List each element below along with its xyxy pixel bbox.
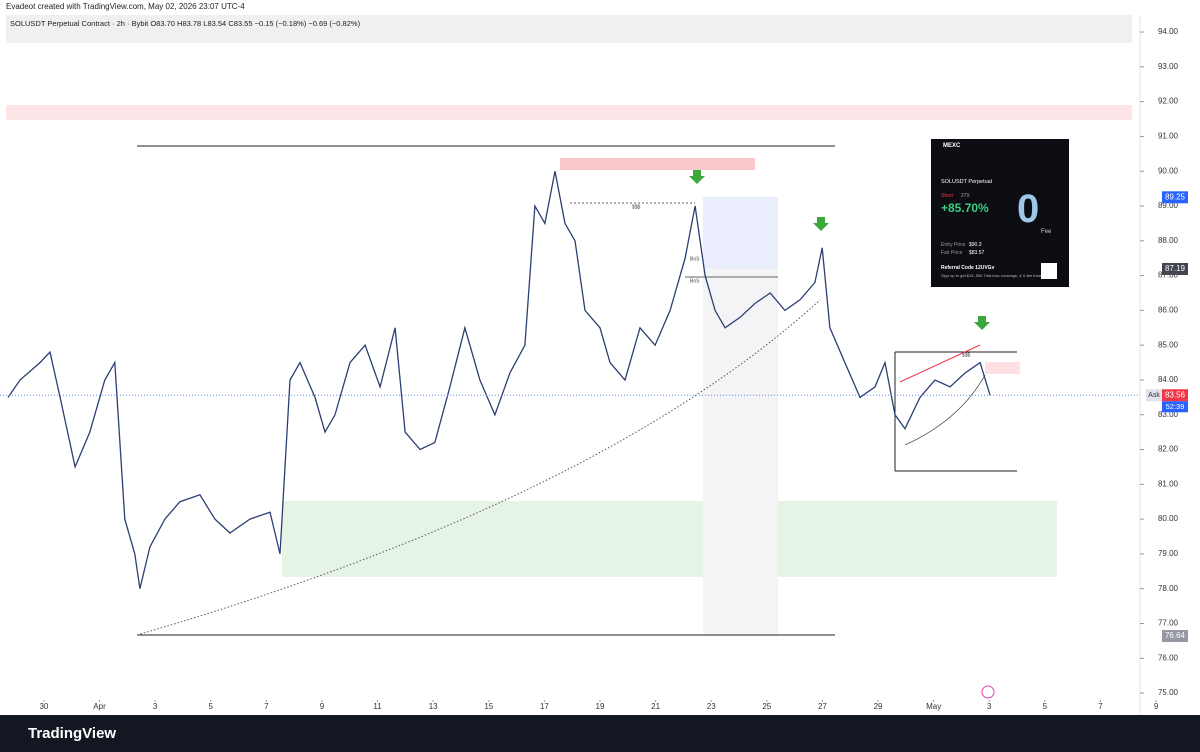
fair-label: Fair Price — [941, 250, 963, 256]
supply-zone — [560, 158, 755, 170]
price-line — [7, 171, 991, 589]
annotation: $$$ — [962, 352, 971, 358]
brand: MEXC — [943, 143, 961, 149]
x-tick-label: 3 — [987, 702, 992, 711]
y-tick-label: 91.00 — [1158, 132, 1179, 141]
x-tick-label: 7 — [1098, 702, 1103, 711]
y-tick-label: 77.00 — [1158, 619, 1179, 628]
legend-bg — [6, 15, 1132, 43]
price-tag-label: 89.25 — [1165, 192, 1186, 201]
x-tick-label: 7 — [264, 702, 269, 711]
y-tick-label: 88.00 — [1158, 236, 1179, 245]
price-tag-label: 87.19 — [1165, 264, 1186, 273]
fee: Fee — [1041, 229, 1052, 235]
x-tick-label: 5 — [209, 702, 214, 711]
header: Evadeot created with TradingView.com, Ma… — [6, 2, 245, 11]
arrows — [689, 170, 990, 330]
price-tag — [1162, 191, 1188, 204]
price-tag-label: 76.64 — [1165, 631, 1186, 640]
x-tick-label: 21 — [651, 702, 660, 711]
y-tick-label: 78.00 — [1158, 584, 1179, 593]
last-price-label: 83.56 — [1165, 390, 1186, 399]
fair: $83.57 — [969, 250, 985, 256]
annotation: BoS — [690, 256, 700, 262]
side-label: Ask — [1148, 392, 1160, 399]
target-zone — [703, 197, 778, 269]
y-tick-label: 83.00 — [1158, 410, 1179, 419]
annotation: BoS — [690, 278, 700, 284]
curve — [136, 299, 821, 636]
y-tick-label: 86.00 — [1158, 305, 1179, 314]
qr — [1041, 263, 1057, 279]
curve-small — [904, 374, 986, 446]
y-tick-label: 94.00 — [1158, 27, 1179, 36]
big-zero: 0 — [1017, 187, 1040, 231]
x-tick-label: 23 — [707, 702, 716, 711]
resistance-zone — [6, 105, 1132, 120]
x-tick-label: 3 — [153, 702, 158, 711]
y-tick-label: 87.00 — [1158, 271, 1179, 280]
x-tick-label: 17 — [540, 702, 549, 711]
logo: TradingView — [28, 725, 117, 742]
x-tick-label: 29 — [874, 702, 883, 711]
y-tick-label: 79.00 — [1158, 549, 1179, 558]
stop-zone — [703, 269, 778, 635]
y-tick-label: 82.00 — [1158, 445, 1179, 454]
entry: $90.3 — [969, 242, 982, 248]
x-tick-label: 25 — [762, 702, 771, 711]
promo-card: MEXC SOLUSDT Perpetual Short 27X +85.70%… — [931, 139, 1069, 287]
icon — [981, 685, 995, 699]
x-tick-label: 9 — [320, 702, 325, 711]
footer: TradingView — [0, 715, 1200, 752]
x-tick-label: 27 — [818, 702, 827, 711]
x-tick-label: 19 — [596, 702, 605, 711]
price-tag — [1162, 262, 1188, 275]
x-tick-label: 15 — [484, 702, 493, 711]
y-tick-label: 80.00 — [1158, 514, 1179, 523]
referral: Referral Code 12UVGv — [941, 265, 995, 271]
countdown-tag — [1162, 401, 1188, 413]
y-tick-label: 76.00 — [1158, 653, 1179, 662]
last-price-tag — [1162, 389, 1188, 402]
y-tick-label: 89.00 — [1158, 201, 1179, 210]
annotation: $$$ — [632, 204, 641, 210]
y-tick-label: 93.00 — [1158, 62, 1179, 71]
demand-zone — [282, 501, 1057, 577]
y-tick-label: 81.00 — [1158, 479, 1179, 488]
y-tick-label: 84.00 — [1158, 375, 1179, 384]
y-tick-label: 75.00 — [1158, 688, 1179, 697]
pair: SOLUSDT Perpetual — [941, 179, 992, 185]
x-tick-label: 5 — [1043, 702, 1048, 711]
y-tick-label: 92.00 — [1158, 97, 1179, 106]
countdown-label: 52:39 — [1166, 402, 1185, 411]
x-tick-label: Apr — [93, 702, 106, 711]
side-tag — [1146, 389, 1162, 402]
side: Short — [941, 193, 953, 199]
price-tag — [1162, 630, 1188, 643]
x-tick-label: 11 — [373, 702, 382, 711]
pnl: +85.70% — [941, 201, 989, 215]
promo: Sign up to get $15, 550 Trial-loss cover… — [941, 273, 1046, 278]
x-tick-label: 9 — [1154, 702, 1159, 711]
x-tick-label: May — [926, 702, 941, 711]
y-tick-label: 85.00 — [1158, 340, 1179, 349]
y-tick-label: 90.00 — [1158, 166, 1179, 175]
trend-line — [899, 344, 981, 383]
legend: SOLUSDT Perpetual Contract · 2h · Bybit … — [10, 19, 361, 28]
leverage: 27X — [961, 193, 970, 199]
small-supply — [985, 362, 1020, 374]
chart: SOLUSDT Perpetual Contract · 2h · Bybit … — [0, 15, 1188, 715]
x-tick-label: 13 — [429, 702, 438, 711]
x-tick-label: 30 — [39, 702, 48, 711]
entry-label: Entry Price — [941, 242, 966, 248]
